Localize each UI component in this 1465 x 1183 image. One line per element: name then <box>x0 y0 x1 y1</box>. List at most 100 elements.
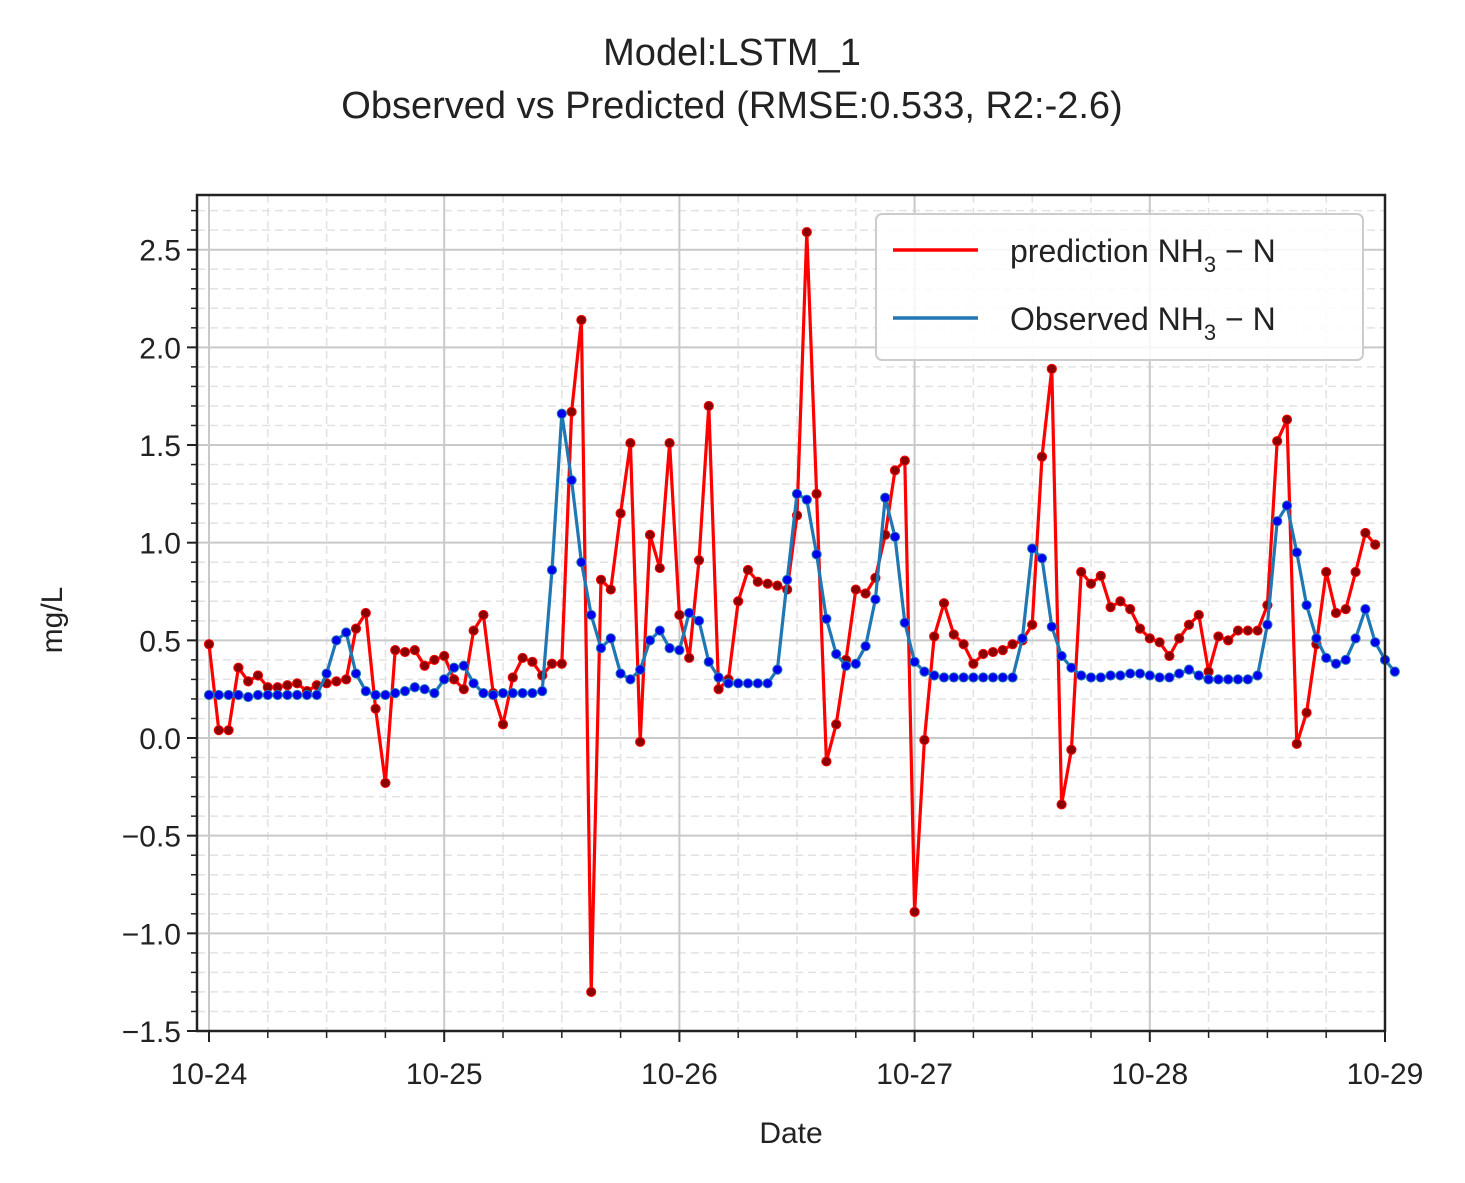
data-point-prediction <box>1134 623 1146 634</box>
data-point-observed <box>742 678 754 689</box>
data-point-prediction <box>693 555 705 566</box>
data-point-observed <box>723 678 734 689</box>
data-point-observed <box>625 674 636 685</box>
data-point-prediction <box>1115 596 1126 607</box>
legend-label-prediction-sub: 3 <box>1204 252 1216 277</box>
data-point-observed <box>1164 672 1175 683</box>
data-point-observed <box>733 678 744 689</box>
data-point-prediction <box>1076 566 1087 578</box>
data-point-prediction <box>968 658 979 669</box>
data-point-observed <box>654 625 665 636</box>
data-point-observed <box>1223 674 1234 685</box>
data-point-prediction <box>517 652 528 664</box>
data-point-observed <box>987 672 999 683</box>
data-point-observed <box>507 687 518 699</box>
data-point-observed <box>664 643 675 654</box>
data-point-prediction <box>399 646 411 658</box>
data-point-observed <box>1321 652 1332 664</box>
data-point-observed <box>762 678 773 689</box>
data-point-prediction <box>331 676 342 687</box>
data-point-prediction <box>448 674 460 685</box>
data-point-observed <box>488 689 499 701</box>
data-point-observed <box>203 689 215 701</box>
plot-frame <box>195 193 1387 1033</box>
legend-label-observed-tail: − N <box>1216 301 1276 337</box>
data-point-observed <box>252 689 264 701</box>
data-point-observed <box>595 643 607 654</box>
data-point-prediction <box>1340 603 1351 615</box>
data-point-observed <box>958 672 969 683</box>
data-point-observed <box>919 666 930 677</box>
data-point-observed <box>527 687 538 699</box>
legend-label-prediction: prediction NH3 − N <box>1010 233 1276 277</box>
data-point-observed <box>537 686 548 697</box>
y-tick-label: 0.5 <box>139 625 181 658</box>
data-point-observed <box>929 670 940 681</box>
data-point-observed <box>1036 553 1048 564</box>
data-point-prediction <box>889 465 901 476</box>
data-point-observed <box>331 635 342 646</box>
data-point-prediction <box>409 645 420 656</box>
data-point-prediction <box>948 629 959 640</box>
data-point-prediction <box>1213 631 1224 642</box>
data-point-prediction <box>850 584 861 595</box>
data-point-prediction <box>1350 566 1361 578</box>
data-point-observed <box>586 609 597 621</box>
data-point-prediction <box>468 625 479 636</box>
data-point-observed <box>713 672 724 683</box>
data-point-prediction <box>938 598 950 609</box>
legend-box <box>875 213 1364 361</box>
data-point-prediction <box>390 645 401 656</box>
data-point-prediction <box>1321 566 1332 578</box>
data-point-prediction <box>1066 744 1077 755</box>
data-point-observed <box>948 672 959 683</box>
data-point-observed <box>1017 633 1028 644</box>
data-point-observed <box>1232 674 1244 685</box>
data-point-prediction <box>1360 527 1371 539</box>
data-point-prediction <box>1125 603 1136 615</box>
data-point-observed <box>223 689 234 701</box>
data-point-prediction <box>252 670 264 681</box>
chart-subtitle: Observed vs Predicted (RMSE:0.533, R2:-2… <box>341 85 1122 127</box>
data-point-observed <box>870 594 881 605</box>
data-point-prediction <box>909 906 920 917</box>
legend-label-observed-main: Observed NH <box>1010 301 1204 337</box>
data-point-prediction <box>1272 436 1283 447</box>
data-point-prediction <box>360 607 371 619</box>
data-point-prediction <box>282 680 293 691</box>
axis-ticks: −1.5 −1.0 −0.5 0.0 0.5 1.0 1.5 2.0 2.5 10-24 10-25… <box>122 209 1424 1091</box>
data-point-prediction <box>1223 635 1234 646</box>
data-point-prediction <box>762 578 773 589</box>
data-point-prediction <box>546 658 558 669</box>
data-point-observed <box>1134 668 1146 679</box>
data-point-observed <box>1027 543 1038 554</box>
data-point-prediction <box>1105 602 1116 613</box>
data-point-observed <box>409 682 420 693</box>
data-point-observed <box>938 672 950 683</box>
data-point-observed <box>370 689 381 701</box>
data-point-prediction <box>831 719 842 730</box>
data-point-prediction <box>635 736 646 748</box>
data-point-observed <box>1252 670 1263 681</box>
data-point-prediction <box>978 648 989 660</box>
data-point-prediction <box>223 725 234 736</box>
x-tick-label: 10-26 <box>641 1058 718 1091</box>
data-point-prediction <box>703 400 714 412</box>
data-point-observed <box>850 658 861 669</box>
data-point-prediction <box>1046 363 1057 374</box>
data-point-observed <box>1066 662 1077 673</box>
data-point-observed <box>262 689 273 701</box>
data-point-observed <box>292 689 303 701</box>
x-tick-label: 10-29 <box>1347 1058 1424 1091</box>
data-point-prediction <box>458 684 469 695</box>
data-point-prediction <box>243 676 254 687</box>
y-tick-label: 0.0 <box>139 723 181 756</box>
data-point-observed <box>684 607 695 619</box>
data-point-observed <box>1183 664 1195 675</box>
data-point-observed <box>821 613 832 624</box>
data-point-prediction <box>860 588 871 599</box>
data-point-prediction <box>958 639 969 650</box>
data-point-prediction <box>1007 639 1018 650</box>
data-point-observed <box>635 664 646 675</box>
data-point-observed <box>1360 603 1371 615</box>
